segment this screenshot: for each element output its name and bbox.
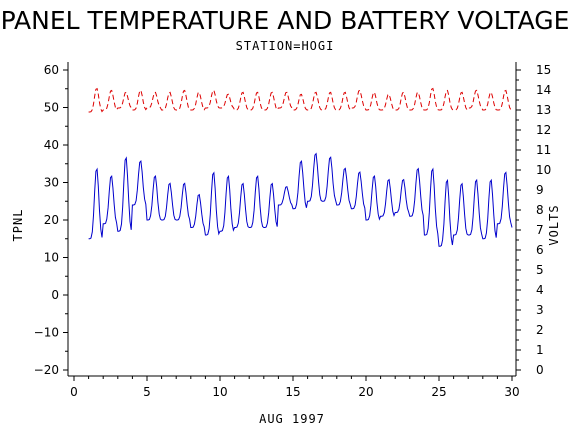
y-tick-label: 20 (44, 213, 59, 227)
y-tick-label: 0 (51, 288, 59, 302)
x-tick-label: 15 (285, 385, 300, 399)
x-tick-label: 0 (70, 385, 78, 399)
y-tick-label: 50 (44, 101, 59, 115)
chart-subtitle: STATION=HOGI (236, 39, 335, 53)
y2-tick-label: 5 (536, 263, 544, 277)
y-tick-label: 60 (44, 63, 59, 77)
y2-tick-label: 9 (536, 183, 544, 197)
y-tick-label: −10 (34, 326, 59, 340)
y2-tick-label: 7 (536, 223, 544, 237)
y-tick-label: 40 (44, 138, 59, 152)
y-tick-label: 30 (44, 176, 59, 190)
x-tick-label: 10 (212, 385, 227, 399)
x-tick-label: 20 (358, 385, 373, 399)
y2-tick-label: 11 (536, 143, 551, 157)
chart-title: PANEL TEMPERATURE AND BATTERY VOLTAGE (1, 6, 570, 35)
y2-tick-label: 4 (536, 283, 544, 297)
y-axis-label: TPNL (11, 209, 25, 242)
y2-tick-label: 6 (536, 243, 544, 257)
series-layer (88, 87, 513, 247)
y2-axis-label: VOLTS (547, 204, 561, 245)
y2-tick-label: 13 (536, 103, 551, 117)
y2-tick-label: 0 (536, 363, 544, 377)
y-tick-label: −20 (34, 363, 59, 377)
x-tick-label: 25 (431, 385, 446, 399)
x-tick-label: 5 (143, 385, 151, 399)
x-axis-label: AUG 1997 (259, 412, 325, 426)
y2-tick-label: 14 (536, 83, 551, 97)
y2-tick-label: 3 (536, 303, 544, 317)
y2-tick-label: 2 (536, 323, 544, 337)
x-tick-label: 30 (504, 385, 519, 399)
y2-tick-label: 8 (536, 203, 544, 217)
y2-tick-label: 15 (536, 63, 551, 77)
x-axis-ticks: 0 5 10 15 20 25 30 (70, 376, 520, 399)
y2-tick-label: 10 (536, 163, 551, 177)
y-tick-label: 10 (44, 251, 59, 265)
panel-temperature-line (88, 152, 513, 247)
plot-frame (67, 62, 517, 377)
y-axis-ticks: −20 −10 0 10 20 30 40 50 60 (34, 63, 68, 377)
y2-tick-label: 12 (536, 123, 551, 137)
y2-tick-label: 1 (536, 343, 544, 357)
battery-voltage-line (88, 87, 513, 113)
